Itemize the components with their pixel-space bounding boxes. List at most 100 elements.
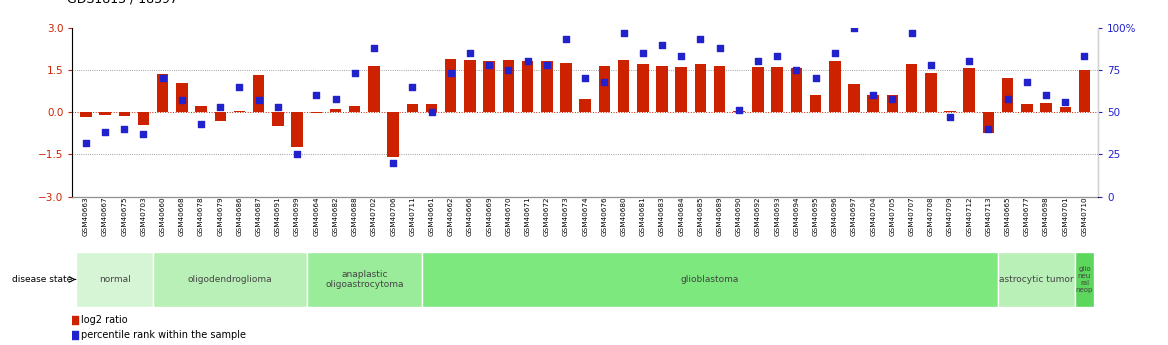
Text: log2 ratio: log2 ratio (81, 315, 127, 325)
Bar (675, 67, 687, 112)
Text: GSM40671: GSM40671 (524, 197, 530, 236)
Text: GSM40665: GSM40665 (1004, 197, 1010, 236)
Text: disease state: disease state (13, 275, 72, 284)
Text: GSM40701: GSM40701 (1062, 197, 1069, 236)
Bar (138, 112, 150, 125)
Point (749, 59, 767, 64)
Text: GSM40707: GSM40707 (909, 197, 915, 236)
Point (384, 160, 403, 166)
Text: GSM40695: GSM40695 (813, 197, 819, 236)
Point (307, 92, 326, 98)
Text: GSM40699: GSM40699 (294, 197, 300, 236)
Text: GSM40680: GSM40680 (620, 197, 626, 236)
Text: GSM40705: GSM40705 (890, 197, 896, 236)
Text: GSM40692: GSM40692 (755, 197, 762, 236)
Point (442, 70, 460, 76)
Point (173, 98, 192, 103)
Point (460, 50, 479, 56)
Bar (329, 109, 341, 112)
Bar (541, 61, 552, 112)
Bar (176, 82, 188, 112)
Point (730, 108, 749, 113)
Bar (809, 95, 821, 112)
Text: GSM40663: GSM40663 (83, 197, 89, 236)
Point (403, 84, 422, 89)
Bar (464, 60, 475, 112)
Bar (349, 106, 361, 112)
Bar (1021, 104, 1033, 112)
Text: GSM40661: GSM40661 (429, 197, 434, 236)
Point (96, 130, 114, 135)
Point (269, 104, 287, 110)
Bar (311, 112, 322, 113)
Point (346, 70, 364, 76)
Text: GDS1813 / 18397: GDS1813 / 18397 (68, 0, 179, 6)
Point (499, 67, 517, 73)
Text: GSM40708: GSM40708 (927, 197, 934, 236)
Point (230, 84, 249, 89)
Point (787, 67, 806, 73)
Point (999, 96, 1017, 101)
Point (249, 98, 267, 103)
Bar (771, 67, 783, 112)
Point (153, 76, 172, 81)
Text: GSM40674: GSM40674 (582, 197, 589, 236)
Point (1056, 99, 1075, 105)
Text: glio
neu
ral
neop: glio neu ral neop (1076, 266, 1093, 293)
Point (134, 131, 153, 137)
Bar (637, 64, 648, 112)
Bar (1059, 107, 1071, 112)
Bar (195, 106, 207, 112)
Bar (522, 61, 534, 112)
Bar (1002, 78, 1014, 112)
Bar (656, 66, 668, 112)
Point (557, 37, 576, 42)
Text: GSM40710: GSM40710 (1082, 197, 1087, 236)
Bar (388, 112, 399, 157)
Text: GSM40679: GSM40679 (217, 197, 223, 236)
Text: GSM40712: GSM40712 (966, 197, 972, 236)
Point (614, 30, 633, 36)
Text: GSM40678: GSM40678 (199, 197, 204, 236)
Text: normal: normal (99, 275, 131, 284)
Point (255, 267, 273, 272)
Bar (925, 73, 937, 112)
Bar (215, 112, 227, 120)
Bar (752, 67, 764, 112)
FancyBboxPatch shape (76, 252, 153, 307)
Point (903, 30, 922, 36)
Text: astrocytic tumor: astrocytic tumor (999, 275, 1073, 284)
Point (576, 76, 595, 81)
Text: GSM40682: GSM40682 (333, 197, 339, 236)
Point (710, 45, 729, 51)
Bar (81, 112, 91, 117)
Point (940, 115, 959, 120)
Point (537, 62, 556, 68)
Point (1075, 53, 1093, 59)
Point (672, 53, 690, 59)
Bar (944, 111, 955, 112)
Text: percentile rank within the sample: percentile rank within the sample (81, 331, 246, 340)
Bar (99, 112, 111, 115)
Text: GSM40690: GSM40690 (736, 197, 742, 236)
Bar (1041, 103, 1052, 112)
Point (633, 50, 652, 56)
Bar (887, 95, 898, 112)
Bar (368, 66, 380, 112)
Text: GSM40683: GSM40683 (659, 197, 665, 236)
Text: oligodendroglioma: oligodendroglioma (188, 275, 272, 284)
Point (960, 59, 979, 64)
Text: GSM40686: GSM40686 (236, 197, 243, 236)
Text: GSM40675: GSM40675 (121, 197, 127, 236)
Bar (484, 61, 495, 112)
Text: GSM40660: GSM40660 (160, 197, 166, 236)
Bar (579, 99, 591, 112)
Point (1017, 79, 1036, 85)
Bar (829, 61, 841, 112)
Text: GSM40713: GSM40713 (986, 197, 992, 236)
Bar (118, 112, 130, 116)
Text: GSM40709: GSM40709 (947, 197, 953, 236)
Point (1037, 92, 1056, 98)
Text: GSM40711: GSM40711 (409, 197, 416, 236)
Point (595, 79, 613, 85)
